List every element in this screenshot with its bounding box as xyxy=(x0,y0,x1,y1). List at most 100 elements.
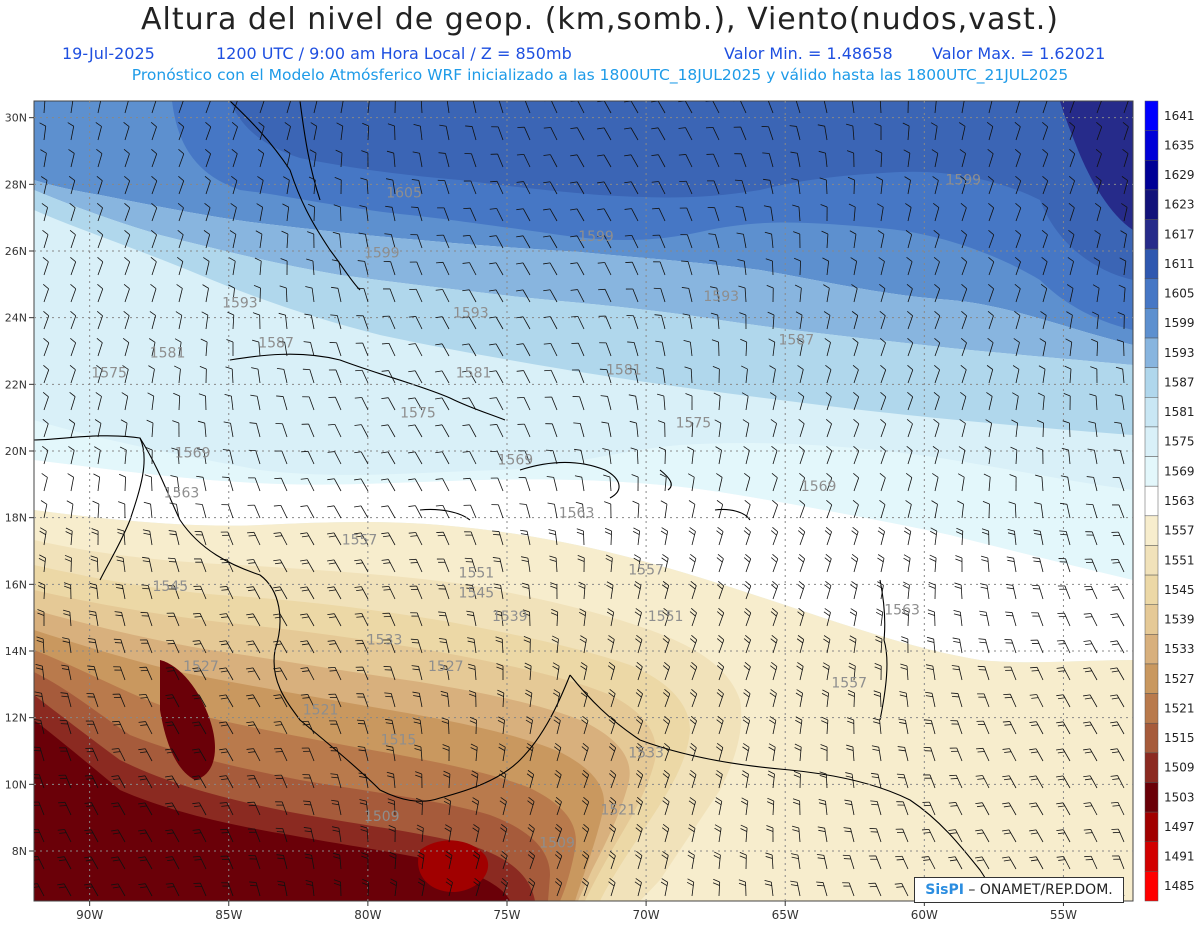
wind-barb xyxy=(975,802,990,816)
wind-barb xyxy=(246,640,261,654)
wind-barb xyxy=(273,694,288,708)
contour-label: 1509 xyxy=(364,809,400,825)
wind-barb xyxy=(905,230,913,249)
x-tick-label: 60W xyxy=(911,908,938,922)
wind-barb xyxy=(68,419,76,438)
wind-barb xyxy=(148,365,155,384)
wind-barb xyxy=(246,667,261,681)
wind-barb xyxy=(662,797,670,816)
wind-barb xyxy=(597,235,612,249)
wind-barb xyxy=(139,666,153,681)
wind-barb xyxy=(248,477,261,492)
wind-barb xyxy=(551,635,559,654)
wind-barb xyxy=(332,852,342,870)
wind-barb xyxy=(1120,230,1127,249)
wind-barb xyxy=(200,338,208,357)
y-tick-label: 28N xyxy=(5,178,27,191)
wind-barb xyxy=(360,177,369,195)
wind-barb xyxy=(41,203,48,222)
legend-swatch xyxy=(1144,248,1159,280)
wind-barb xyxy=(42,230,49,249)
wind-barb xyxy=(825,391,832,411)
plot-frame xyxy=(33,100,1134,902)
wind-barb xyxy=(705,126,720,141)
wind-barb xyxy=(69,392,76,411)
wind-barb xyxy=(872,717,882,735)
wind-barb xyxy=(932,446,940,465)
wind-barb xyxy=(88,610,99,627)
wind-barb xyxy=(520,556,531,573)
wind-barb xyxy=(516,181,531,195)
wind-barb xyxy=(903,554,911,573)
wind-barb xyxy=(97,283,104,303)
wind-barb xyxy=(111,883,126,897)
x-tick-label: 90W xyxy=(76,908,103,922)
wind-barb xyxy=(599,368,612,384)
wind-barb xyxy=(847,689,855,708)
wind-barb xyxy=(959,149,966,168)
wind-barb xyxy=(543,343,558,357)
wind-barb xyxy=(383,666,396,681)
wind-barb xyxy=(381,478,396,492)
legend-swatch xyxy=(1144,337,1159,368)
wind-barb xyxy=(386,150,396,168)
wind-barb xyxy=(879,472,886,492)
wind-barb xyxy=(328,396,342,411)
wind-barb xyxy=(716,688,724,708)
wind-barb xyxy=(68,149,75,168)
wind-barb xyxy=(906,418,913,438)
wind-barb xyxy=(769,392,777,411)
wind-barb xyxy=(437,585,450,600)
wind-barb xyxy=(1003,666,1017,681)
wind-barb xyxy=(435,316,450,330)
wind-barb xyxy=(906,257,913,276)
legend-label: 1545 xyxy=(1164,583,1195,597)
wind-barb xyxy=(34,691,45,708)
wind-barb xyxy=(201,311,209,330)
wind-barb xyxy=(196,475,207,492)
wind-barb xyxy=(713,851,721,870)
wind-barb xyxy=(629,420,639,438)
wind-barb xyxy=(246,721,261,735)
wind-barb xyxy=(464,531,477,546)
wind-barb xyxy=(354,451,369,465)
wind-barb xyxy=(895,828,909,843)
wind-barb xyxy=(178,101,184,114)
wind-barb xyxy=(1089,393,1098,411)
wind-barb xyxy=(907,391,914,411)
wind-barb xyxy=(1068,230,1075,249)
wind-barb xyxy=(825,418,832,438)
wind-barb xyxy=(635,635,643,654)
wind-barb xyxy=(624,154,639,168)
wind-barb xyxy=(300,559,315,573)
wind-barb xyxy=(385,745,396,762)
wind-barb xyxy=(334,177,342,195)
legend-label: 1551 xyxy=(1164,553,1195,567)
wind-barb xyxy=(248,855,261,870)
wind-barb xyxy=(34,774,45,789)
wind-barb xyxy=(608,689,616,708)
wind-barb xyxy=(43,364,50,384)
wind-barb xyxy=(499,770,507,789)
wind-barb xyxy=(1068,202,1075,222)
wind-barb xyxy=(385,205,396,222)
wind-barb xyxy=(1093,257,1101,276)
wind-barb xyxy=(769,716,777,735)
wind-barb xyxy=(165,829,180,843)
coastlines xyxy=(34,101,1001,901)
wind-barb xyxy=(980,555,990,573)
wind-barb xyxy=(169,502,180,519)
wind-barb xyxy=(1083,667,1098,681)
wind-barb xyxy=(737,259,747,276)
wind-barb xyxy=(1123,101,1129,114)
wind-barb xyxy=(84,829,99,843)
wind-barb xyxy=(204,203,211,222)
wind-barb xyxy=(116,556,126,573)
wind-barb xyxy=(570,235,585,249)
wind-barb xyxy=(43,101,46,114)
wind-barb xyxy=(823,101,828,114)
wind-barb xyxy=(978,638,990,654)
wind-barb xyxy=(1006,556,1017,573)
contour-label: 1575 xyxy=(676,416,712,432)
wind-barb xyxy=(578,608,587,627)
